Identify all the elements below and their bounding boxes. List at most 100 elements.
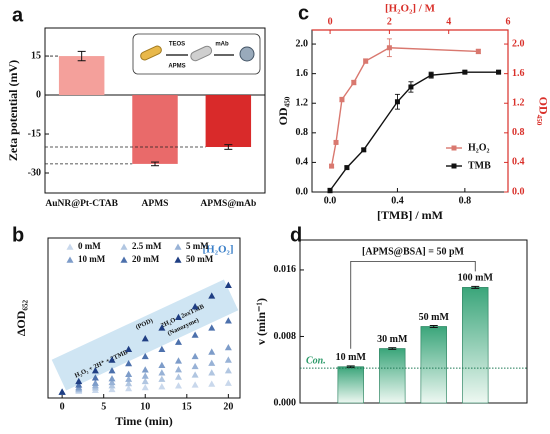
point — [158, 324, 166, 331]
point — [125, 359, 133, 367]
point — [75, 377, 83, 385]
point — [327, 188, 333, 194]
y-tick-label: 1.2 — [296, 98, 309, 109]
point — [344, 165, 350, 171]
y2-tick-label: 0.0 — [512, 186, 525, 197]
error-bar — [224, 144, 233, 150]
legend-label: 20 mM — [132, 254, 160, 264]
legend-label: 50 mM — [186, 254, 214, 264]
point — [329, 163, 335, 169]
y-axis-label: Zeta potential (mV) — [6, 60, 20, 161]
point — [125, 375, 133, 382]
point — [108, 375, 116, 382]
y-tick-label: -30 — [28, 167, 41, 178]
category-label: 100 mM — [458, 273, 494, 284]
bracket-label: [APMS@BSA] = 50 pM — [362, 247, 465, 258]
x2-axis-label: [H₂O₂] / M — [385, 3, 436, 15]
bar — [337, 366, 364, 404]
legend-swatch — [120, 256, 128, 263]
x2-tick-label: 4 — [446, 16, 451, 27]
inset: TEOS APMS mAb — [132, 33, 261, 75]
point — [108, 385, 116, 393]
point — [224, 356, 232, 363]
x2-tick-label: 2 — [387, 16, 392, 27]
series-line — [329, 71, 499, 191]
bar — [379, 348, 406, 404]
point — [394, 99, 400, 105]
point — [351, 80, 357, 86]
point — [58, 388, 66, 395]
point — [125, 370, 133, 377]
x-tick-label: 20 — [223, 401, 233, 412]
legend-label: TMB — [468, 160, 491, 171]
x-tick-label: 0.8 — [459, 195, 472, 206]
point — [462, 69, 468, 75]
error-bar — [388, 347, 397, 350]
legend-swatch — [66, 243, 74, 250]
point — [191, 371, 199, 378]
category-label: APMS@mAb — [200, 199, 256, 209]
y-tick-label: 0.016 — [274, 264, 297, 275]
point — [141, 352, 149, 360]
y-tick-label: 2.0 — [296, 38, 309, 49]
legend-swatch — [120, 243, 128, 250]
y-axis-label: OD₄₅₀ — [276, 96, 290, 125]
legend-label: 5 mM — [186, 241, 209, 251]
point — [158, 369, 166, 376]
point — [224, 343, 232, 351]
point — [125, 384, 133, 392]
panel-label: b — [12, 224, 24, 246]
point — [339, 97, 345, 103]
legend-marker — [451, 145, 457, 151]
antibody-particle — [239, 46, 255, 62]
bar — [132, 95, 178, 164]
point — [208, 324, 216, 331]
point — [91, 367, 99, 374]
point — [191, 352, 199, 360]
point — [386, 45, 392, 51]
nanorod — [140, 45, 162, 61]
panel-label: d — [290, 224, 302, 246]
legend-swatch — [174, 256, 182, 263]
point — [108, 367, 116, 374]
bar — [420, 326, 447, 404]
error-bar — [429, 324, 438, 328]
point — [208, 380, 216, 387]
point — [208, 359, 216, 366]
point — [208, 369, 216, 376]
point — [141, 383, 149, 391]
panel-label: a — [12, 4, 24, 26]
y-tick-label: 0 — [36, 89, 41, 100]
point — [224, 281, 232, 288]
category-label: AuNR@Pt-CTAB — [45, 199, 118, 209]
bar — [205, 95, 252, 148]
y-tick-label: 0.0 — [296, 186, 309, 197]
x-axis-label: Time (min) — [115, 414, 172, 428]
point — [174, 382, 182, 389]
error-bar — [151, 161, 159, 167]
x-tick-label: 10 — [140, 401, 150, 412]
point — [91, 374, 99, 381]
error-bar — [471, 285, 480, 289]
panel-label: c — [298, 2, 309, 24]
bar — [58, 56, 105, 96]
x-tick-label: 0 — [60, 401, 65, 412]
category-label: 10 mM — [336, 352, 367, 363]
point — [108, 382, 116, 389]
x-axis-label: [TMB] / mM — [377, 208, 443, 222]
inset-label: APMS — [168, 64, 185, 70]
point — [191, 362, 199, 370]
point — [174, 313, 182, 320]
category-label: 50 mM — [419, 312, 450, 323]
y2-tick-label: 1.6 — [512, 68, 525, 79]
point — [125, 345, 133, 353]
y2-tick-label: 1.2 — [512, 98, 525, 109]
y2-tick-label: 0.8 — [512, 127, 525, 138]
point — [141, 366, 149, 373]
legend-marker — [451, 163, 457, 169]
category-label: APMS — [142, 199, 169, 209]
inset-label: TEOS — [169, 42, 185, 48]
y2-tick-label: 0.4 — [512, 157, 525, 168]
y-tick-label: 15 — [31, 50, 41, 61]
